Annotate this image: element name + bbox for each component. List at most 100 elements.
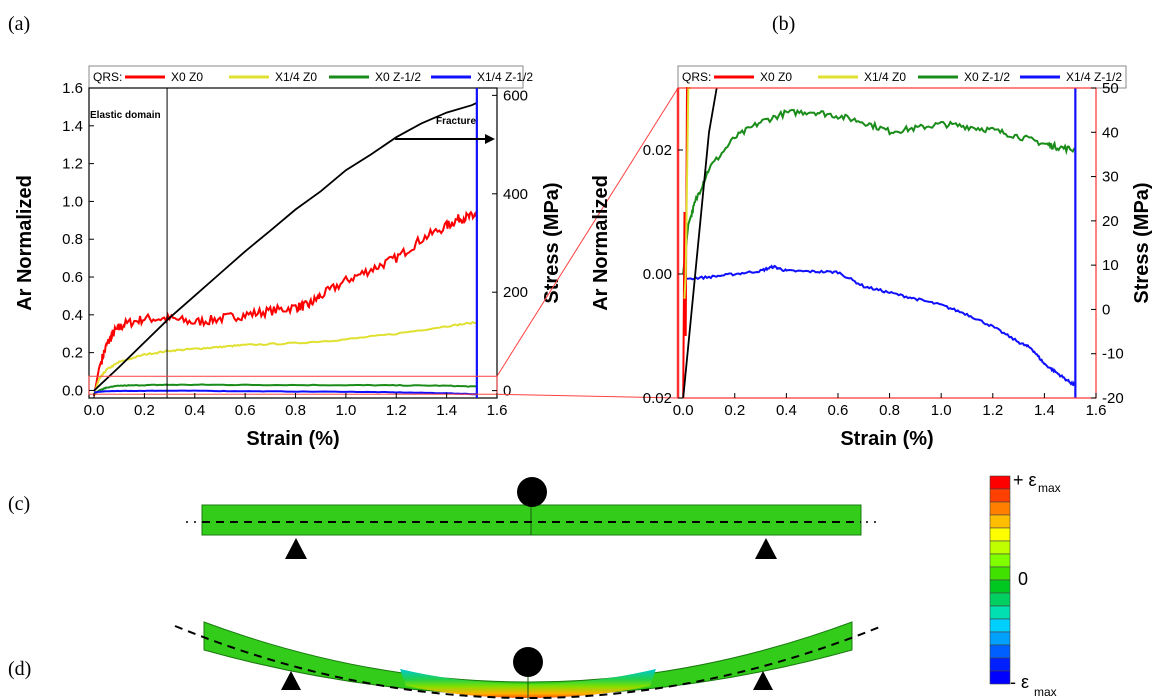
colorbar-cells (989, 475, 1011, 685)
y-tick-label-a: 0.8 (62, 231, 83, 248)
x-tick-label-b: 0.2 (724, 402, 745, 419)
colorbar-bottom-label: - ε (1010, 672, 1029, 692)
colorbar-cell (989, 514, 1011, 529)
y-tick-label-a: 0.4 (62, 307, 83, 324)
colorbar-cell (989, 501, 1011, 516)
colorbar-cell (989, 657, 1011, 672)
legend-prefix: QRS: (93, 70, 122, 84)
colorbar-cell (989, 579, 1011, 594)
y2-tick-label-b: -10 (1102, 346, 1124, 363)
x-tick-label-a: 0.0 (84, 402, 105, 419)
y-tick-label-b: 0.00 (643, 266, 672, 283)
series-line-b-1 (683, 264, 1077, 387)
legend-label: X1/4 Z0 (864, 70, 906, 84)
x-tick-label-a: 1.4 (436, 402, 457, 419)
annotation-fracture: Fracture (436, 116, 476, 127)
x-tick-label-b: 0.8 (879, 402, 900, 419)
y-tick-label-a: 1.0 (62, 193, 83, 210)
y2-axis-label-a: Stress (MPa) (541, 182, 563, 303)
chart-a: QRS: X0 Z0 X1/4 Z0 X0 Z-1/2 X1/4 Z-1/2 0.0 0.… (14, 65, 563, 450)
y2-tick-label-a: 200 (503, 284, 528, 301)
beam-undeformed (186, 477, 877, 559)
support-right-d (753, 671, 773, 690)
y2-tick-label-b: -20 (1102, 390, 1124, 407)
colorbar-cell (989, 566, 1011, 581)
zoom-connector-top (496, 87, 679, 377)
y-axis-label-b: Ar Normalized (590, 175, 612, 311)
y2-tick-label-a: 600 (503, 87, 528, 104)
chart-b: QRS: X0 Z0 X1/4 Z0 X0 Z-1/2 X1/4 Z-1/2 0.0 0.… (590, 65, 1153, 450)
y-tick-label-a: 0.2 (62, 345, 83, 362)
colorbar-cell (989, 631, 1011, 646)
colorbar-cell (989, 644, 1011, 659)
y-tick-label-b: 0.02 (643, 142, 672, 159)
y-tick-label-b: 0.02 (643, 390, 672, 407)
zoom-connector-bottom (496, 393, 679, 399)
colorbar-cell (989, 527, 1011, 542)
panel-label-a: (a) (8, 13, 30, 35)
y2-tick-label-a: 0 (503, 383, 511, 400)
x-axis-label-b: Strain (%) (840, 428, 933, 450)
load-roller-c (517, 477, 547, 507)
zoom-box-a (88, 375, 498, 395)
plot-frame-b (677, 87, 1097, 399)
series-line-a-4 (93, 101, 478, 392)
series-line-b-4 (682, 87, 718, 399)
y-tick-label-a: 0.6 (62, 269, 83, 286)
colorbar-mid-label: 0 (1018, 569, 1028, 589)
x-tick-label-a: 1.0 (335, 402, 356, 419)
colorbar: + ε max 0 - ε max (989, 470, 1061, 699)
y2-tick-label-b: 10 (1102, 257, 1119, 274)
series-line-a-2 (93, 383, 478, 395)
series-group-a (88, 88, 498, 398)
x-axis-label-a: Strain (%) (246, 428, 339, 450)
x-tick-label-b: 1.6 (1086, 402, 1107, 419)
x-tick-label-a: 0.4 (184, 402, 205, 419)
colorbar-bottom-sub: max (1034, 685, 1057, 699)
legend-label: X1/4 Z-1/2 (477, 70, 533, 84)
y2-tick-label-b: 20 (1102, 213, 1119, 230)
support-right-c (755, 538, 777, 559)
y2-tick-label-b: 30 (1102, 169, 1119, 186)
panel-label-b: (b) (772, 13, 795, 35)
series-line-b-0 (682, 108, 1077, 275)
x-tick-label-b: 0.0 (673, 402, 694, 419)
x-tick-label-a: 1.6 (487, 402, 508, 419)
fracture-arrowhead (485, 134, 495, 144)
colorbar-cell (989, 488, 1011, 503)
y2-tick-label-b: 50 (1102, 80, 1119, 97)
legend-label: X0 Z-1/2 (964, 70, 1010, 84)
colorbar-cell (989, 670, 1011, 685)
colorbar-top-label: + ε (1013, 470, 1037, 490)
y-tick-label-a: 1.2 (62, 156, 83, 173)
legend-label: X1/4 Z0 (275, 70, 317, 84)
colorbar-cell (989, 592, 1011, 607)
y-tick-label-a: 1.4 (62, 118, 83, 135)
y2-tick-label-b: 40 (1102, 124, 1119, 141)
y2-ticks-b: -20 -10 0 10 20 30 40 50 (1091, 80, 1124, 407)
y2-ticks-a: 0 200 400 600 (492, 87, 528, 400)
colorbar-cell (989, 540, 1011, 555)
support-left-c (285, 538, 307, 559)
y-axis-label-a: Ar Normalized (14, 175, 36, 311)
y-ticks-b: 0.02 0.00 0.02 (643, 142, 683, 407)
x-ticks-b: 0.0 0.2 0.4 0.6 0.8 1.0 1.2 1.4 1.6 (673, 393, 1107, 419)
x-tick-label-b: 1.2 (982, 402, 1003, 419)
series-line-a-3 (93, 389, 477, 396)
colorbar-cell (989, 618, 1011, 633)
legend-a-entries: QRS: X0 Z0 X1/4 Z0 X0 Z-1/2 X1/4 Z-1/2 (93, 70, 533, 84)
legend-label: X0 Z0 (760, 70, 792, 84)
x-tick-label-b: 0.6 (828, 402, 849, 419)
y2-tick-label-b: 0 (1102, 301, 1110, 318)
beam-d-strain-zone (400, 669, 656, 698)
series-line-a-1 (93, 321, 478, 395)
series-line-a-0 (93, 210, 478, 397)
x-tick-label-b: 1.0 (931, 402, 952, 419)
plot-frame-a (88, 87, 498, 399)
x-ticks-a: 0.0 0.2 0.4 0.6 0.8 1.0 1.2 1.4 1.6 (84, 393, 508, 419)
panel-label-d: (d) (8, 658, 31, 680)
y2-axis-label-b: Stress (MPa) (1131, 182, 1153, 303)
colorbar-cell (989, 605, 1011, 620)
y2-tick-label-a: 400 (503, 186, 528, 203)
